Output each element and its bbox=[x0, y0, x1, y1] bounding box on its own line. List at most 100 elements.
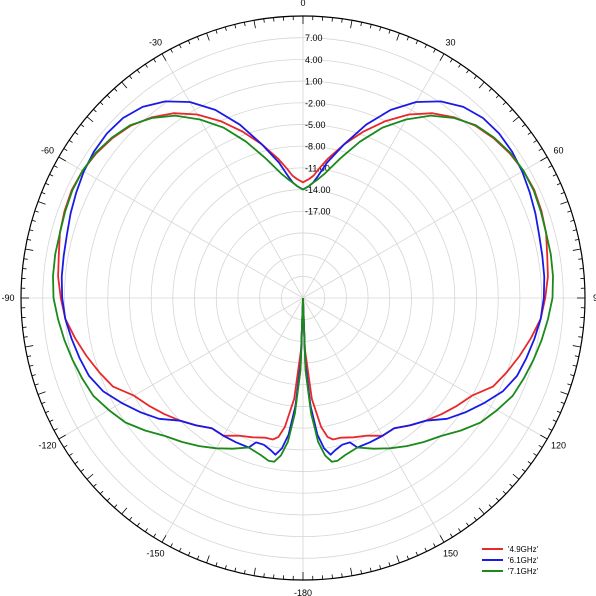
angle-tick bbox=[243, 569, 246, 574]
angle-tick bbox=[578, 336, 583, 338]
series-line-0 bbox=[57, 112, 549, 441]
angle-tick bbox=[41, 191, 46, 195]
angle-tick bbox=[41, 401, 46, 405]
angle-tick bbox=[23, 258, 28, 260]
angle-tick bbox=[478, 507, 485, 515]
angle-tick bbox=[509, 109, 513, 113]
grid-spoke bbox=[58, 297, 304, 440]
angle-tick bbox=[34, 210, 39, 213]
angle-tick bbox=[415, 40, 419, 45]
angle-tick bbox=[53, 165, 58, 168]
angle-tick bbox=[540, 156, 548, 162]
angle-tick bbox=[388, 29, 391, 34]
angle-tick bbox=[570, 374, 575, 377]
angle-tick bbox=[521, 124, 526, 128]
angle-tick bbox=[341, 18, 343, 23]
angle-tick bbox=[53, 428, 58, 431]
angle-tick bbox=[114, 88, 118, 92]
angle-tick bbox=[58, 156, 66, 162]
angle-tick bbox=[458, 63, 462, 68]
grid-spoke bbox=[302, 297, 445, 543]
angle-tick bbox=[570, 219, 575, 222]
angle-tick bbox=[224, 565, 227, 570]
angle-tick bbox=[80, 468, 85, 472]
angle-label: 150 bbox=[443, 548, 458, 558]
angle-tick bbox=[25, 345, 34, 348]
angle-label: -150 bbox=[146, 548, 164, 558]
grid-spoke bbox=[302, 156, 548, 299]
angle-tick bbox=[253, 20, 256, 29]
radial-label: -14.00 bbox=[305, 185, 331, 195]
angle-tick bbox=[99, 490, 104, 495]
angle-label: -60 bbox=[41, 146, 54, 156]
grid-spoke bbox=[161, 53, 304, 299]
angle-tick bbox=[206, 555, 210, 564]
angle-tick bbox=[512, 473, 520, 480]
angle-ticks bbox=[21, 16, 585, 580]
angle-tick bbox=[574, 238, 579, 241]
angle-tick bbox=[34, 383, 39, 386]
angle-tick bbox=[572, 364, 577, 367]
angle-tick bbox=[263, 573, 265, 578]
angle-label: -90 bbox=[1, 293, 14, 303]
angle-tick bbox=[552, 419, 557, 422]
angle-tick bbox=[27, 355, 32, 358]
angle-tick bbox=[360, 22, 363, 27]
angle-tick bbox=[106, 497, 111, 502]
angle-tick bbox=[121, 81, 128, 89]
angle-tick bbox=[170, 543, 173, 548]
angle-tick bbox=[153, 58, 157, 63]
angle-tick bbox=[538, 444, 543, 448]
angle-tick bbox=[556, 410, 561, 414]
angle-tick bbox=[86, 473, 94, 480]
angle-tick bbox=[114, 504, 118, 508]
angle-tick bbox=[224, 26, 227, 31]
legend-label: '6.1GHz' bbox=[508, 556, 539, 565]
angle-tick bbox=[253, 567, 256, 576]
radial-label: 7.00 bbox=[305, 33, 323, 43]
angle-tick bbox=[449, 533, 453, 538]
angle-label: 90 bbox=[593, 293, 596, 303]
angle-tick bbox=[527, 131, 532, 135]
angle-tick bbox=[433, 48, 436, 53]
angle-tick bbox=[25, 248, 34, 251]
angle-tick bbox=[31, 219, 36, 222]
angle-tick bbox=[396, 555, 400, 564]
angle-tick bbox=[170, 48, 173, 53]
angle-tick bbox=[369, 24, 372, 29]
angle-tick bbox=[93, 483, 97, 487]
angle-tick bbox=[243, 22, 246, 27]
angle-tick bbox=[473, 516, 477, 521]
angle-tick bbox=[136, 522, 140, 527]
series-lines bbox=[52, 100, 554, 463]
angle-tick bbox=[502, 490, 507, 495]
angle-tick bbox=[556, 182, 561, 186]
angle-tick bbox=[187, 551, 191, 556]
radial-label: 4.00 bbox=[305, 55, 323, 65]
angle-tick bbox=[215, 29, 218, 34]
angle-tick bbox=[433, 543, 436, 548]
angle-tick bbox=[495, 94, 500, 99]
angle-tick bbox=[74, 131, 79, 135]
angle-tick bbox=[488, 88, 492, 92]
angle-tick bbox=[415, 551, 419, 556]
angle-tick bbox=[136, 69, 140, 74]
angle-tick bbox=[396, 32, 400, 41]
angle-tick bbox=[68, 453, 73, 457]
angle-tick bbox=[86, 116, 94, 123]
angle-tick bbox=[369, 567, 372, 572]
angle-tick bbox=[45, 410, 50, 414]
angle-tick bbox=[161, 53, 167, 61]
angle-tick bbox=[153, 533, 157, 538]
angle-tick bbox=[533, 453, 538, 457]
angle-tick bbox=[215, 562, 218, 567]
angle-tick bbox=[68, 139, 73, 143]
angle-tick bbox=[234, 24, 237, 29]
radial-label: -5.00 bbox=[305, 120, 326, 130]
angle-tick bbox=[187, 40, 191, 45]
angle-tick bbox=[379, 26, 382, 31]
angle-tick bbox=[449, 58, 453, 63]
angle-tick bbox=[263, 18, 265, 23]
angle-tick bbox=[478, 81, 485, 89]
